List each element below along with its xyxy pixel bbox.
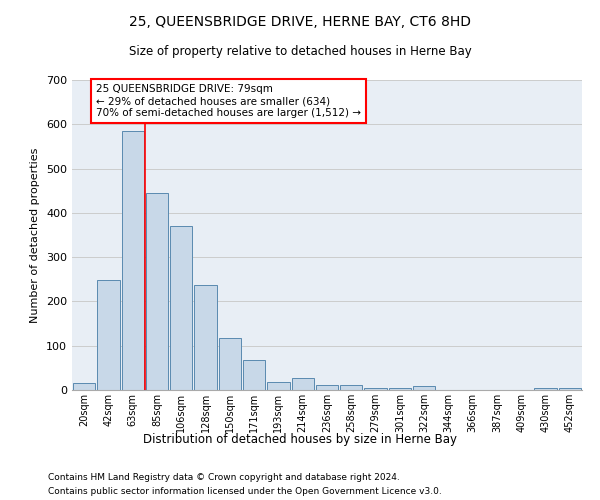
Bar (340, 385, 362, 390)
Bar (194, 285, 217, 390)
Text: Contains public sector information licensed under the Open Government Licence v3: Contains public sector information licen… (48, 488, 442, 496)
Bar (73, 384, 95, 390)
Bar (218, 338, 241, 390)
Bar (122, 131, 144, 390)
Y-axis label: Number of detached properties: Number of detached properties (31, 148, 40, 322)
Text: 25, QUEENSBRIDGE DRIVE, HERNE BAY, CT6 8HD: 25, QUEENSBRIDGE DRIVE, HERNE BAY, CT6 8… (129, 15, 471, 29)
Text: Contains HM Land Registry data © Crown copyright and database right 2024.: Contains HM Land Registry data © Crown c… (48, 472, 400, 482)
Bar (170, 226, 193, 390)
Bar (364, 388, 387, 390)
Bar (97, 280, 119, 390)
Bar (267, 382, 290, 390)
Text: Distribution of detached houses by size in Herne Bay: Distribution of detached houses by size … (143, 432, 457, 446)
Bar (413, 386, 436, 390)
Text: Size of property relative to detached houses in Herne Bay: Size of property relative to detached ho… (128, 45, 472, 58)
Bar (243, 360, 265, 390)
Bar (389, 388, 411, 390)
Bar (316, 384, 338, 390)
Bar (146, 193, 168, 390)
Bar (559, 388, 581, 390)
Bar (535, 388, 557, 390)
Text: 25 QUEENSBRIDGE DRIVE: 79sqm
← 29% of detached houses are smaller (634)
70% of s: 25 QUEENSBRIDGE DRIVE: 79sqm ← 29% of de… (96, 84, 361, 117)
Bar (292, 378, 314, 390)
